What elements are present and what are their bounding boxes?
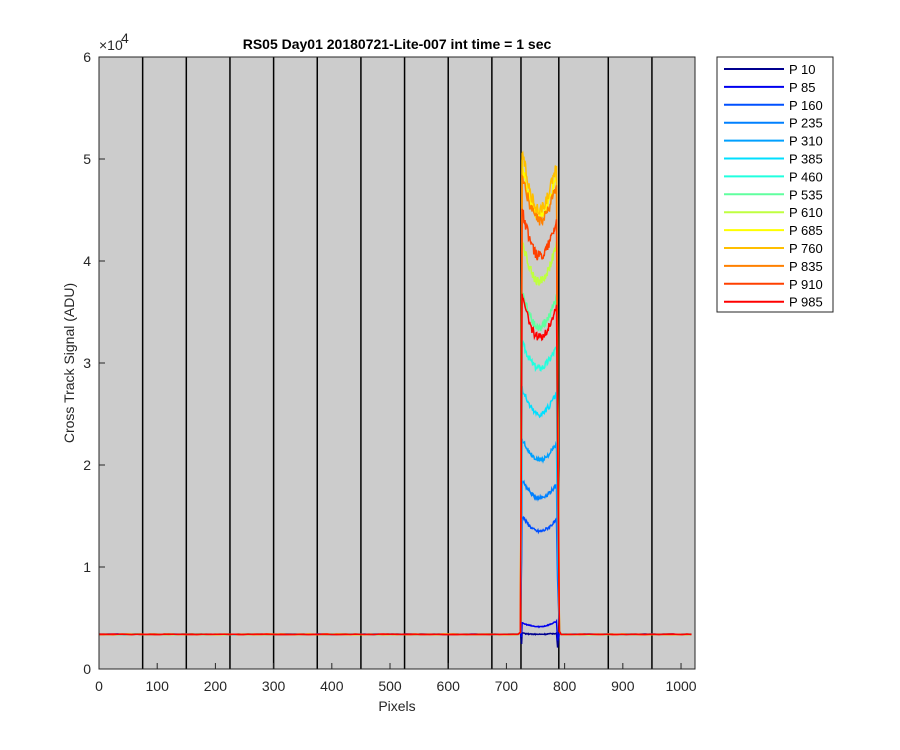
legend-entry-label: P 985 <box>789 295 823 310</box>
legend: P 10 P 85 P 160 P 235 P 310 P 385 P 460 P 535 P … <box>716 56 834 313</box>
y-axis-label: Cross Track Signal (ADU) <box>61 283 77 443</box>
series-lines <box>98 150 692 648</box>
x-tick-label: 100 <box>146 678 170 694</box>
y-exponent-label: ×10 <box>99 37 123 53</box>
x-tick-label: 1000 <box>665 678 696 694</box>
y-tick-label: 6 <box>83 49 91 65</box>
x-tick-label: 500 <box>378 678 402 694</box>
legend-entry-label: P 85 <box>789 80 816 95</box>
legend-entry-label: P 835 <box>789 259 823 274</box>
y-tick-label: 4 <box>83 253 91 269</box>
y-tick-label: 0 <box>83 661 91 677</box>
legend-entry-label: P 760 <box>789 241 823 256</box>
x-tick-label: 0 <box>95 678 103 694</box>
x-tick-label: 400 <box>320 678 344 694</box>
x-axis-ticks: 0 100 200 300 400 500 600 700 800 900 1000 <box>95 663 697 694</box>
y-axis-ticks: 0 1 2 3 4 5 6 <box>83 49 105 677</box>
legend-entry-label: P 160 <box>789 98 823 113</box>
legend-entry-label: P 910 <box>789 277 823 292</box>
legend-entry-label: P 10 <box>789 62 816 77</box>
y-tick-label: 1 <box>83 559 91 575</box>
x-axis-label: Pixels <box>378 698 415 714</box>
legend-entry-label: P 610 <box>789 205 823 220</box>
legend-entry-label: P 235 <box>789 116 823 131</box>
legend-entry-label: P 310 <box>789 134 823 149</box>
chart-title: RS05 Day01 20180721-Lite-007 int time = … <box>243 36 552 52</box>
y-tick-label: 2 <box>83 457 91 473</box>
x-tick-label: 600 <box>437 678 461 694</box>
y-exponent-power: 4 <box>121 30 129 46</box>
x-tick-label: 900 <box>611 678 635 694</box>
plot-background <box>99 57 695 669</box>
y-tick-label: 5 <box>83 151 91 167</box>
legend-box <box>716 56 834 313</box>
legend-entry-label: P 685 <box>789 223 823 238</box>
legend-entry-label: P 535 <box>789 187 823 202</box>
x-tick-label: 800 <box>553 678 577 694</box>
legend-entry-label: P 460 <box>789 169 823 184</box>
x-tick-label: 700 <box>495 678 519 694</box>
x-tick-label: 200 <box>204 678 228 694</box>
y-tick-label: 3 <box>83 355 91 371</box>
legend-entry-label: P 385 <box>789 152 823 167</box>
series-line-p-985 <box>99 293 692 636</box>
x-tick-label: 300 <box>262 678 286 694</box>
